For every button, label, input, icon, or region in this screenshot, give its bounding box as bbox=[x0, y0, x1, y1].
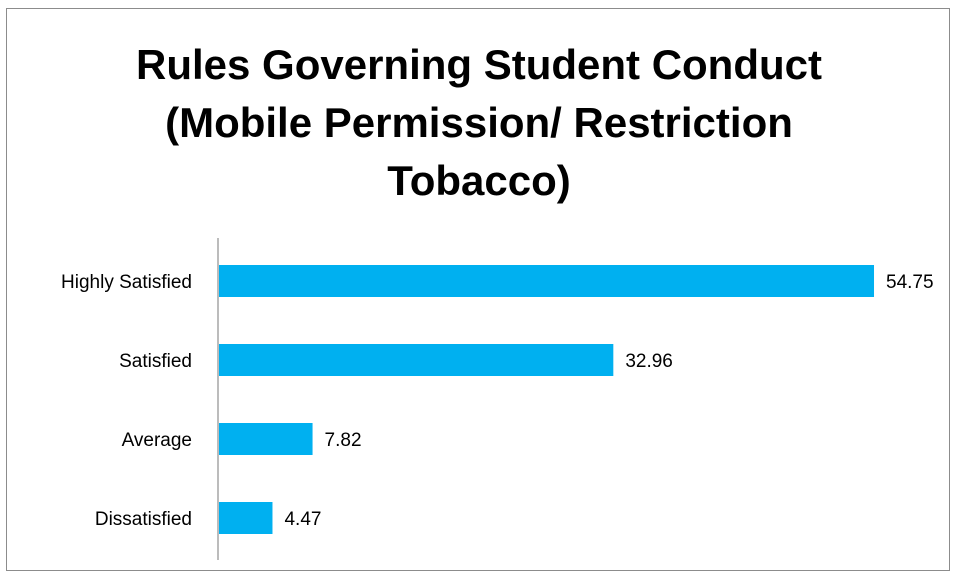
chart-title-line-2: (Mobile Permission/ Restriction bbox=[165, 99, 793, 146]
bar-satisfied bbox=[219, 344, 614, 376]
category-label: Average bbox=[122, 430, 192, 451]
chart-title-line-1: Rules Governing Student Conduct bbox=[135, 41, 822, 88]
bar-highly-satisfied bbox=[219, 265, 875, 297]
data-label: 4.47 bbox=[284, 509, 321, 530]
bars-layer: Highly Satisfied 54.75 Satisfied 32.96 Avera… bbox=[61, 265, 934, 534]
data-label: 54.75 bbox=[886, 272, 934, 293]
category-label: Satisfied bbox=[119, 351, 192, 372]
category-label: Dissatisfied bbox=[95, 509, 192, 530]
category-label: Highly Satisfied bbox=[61, 272, 192, 293]
data-label: 32.96 bbox=[625, 351, 673, 372]
bar-average bbox=[219, 423, 313, 455]
bar-dissatisfied bbox=[219, 502, 273, 534]
chart-title-line-3: Tobacco) bbox=[387, 157, 571, 204]
data-label: 7.82 bbox=[325, 430, 362, 451]
chart-title: Rules Governing Student Conduct (Mobile … bbox=[0, 36, 958, 210]
